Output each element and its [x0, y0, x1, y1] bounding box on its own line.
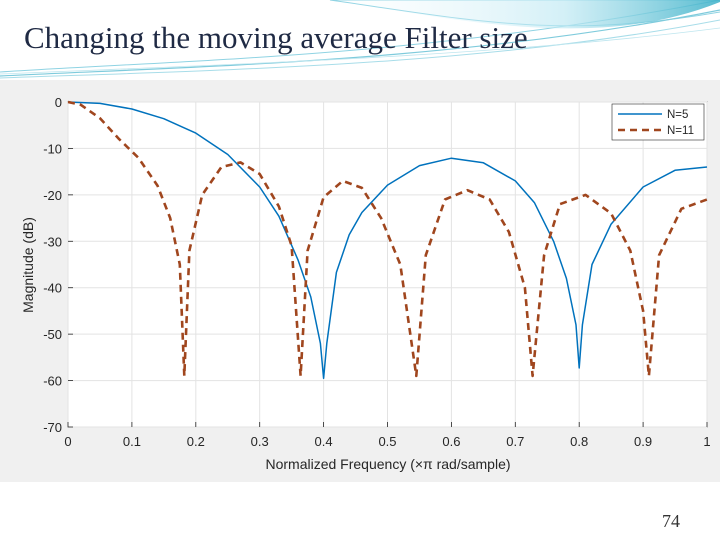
page-number: 74: [662, 511, 680, 531]
x-axis-ticks: 0 0.1 0.2 0.3 0.4 0.5 0.6 0.7 0.8 0.9 1: [64, 422, 711, 449]
series-line-n5: [67, 101, 708, 380]
slide-title: Changing the moving average Filter size: [24, 20, 528, 55]
y-tick-label: -40: [43, 281, 62, 296]
legend-box: [611, 103, 705, 141]
x-tick-label: 0.4: [315, 434, 333, 449]
header-wave-decoration: [0, 0, 720, 79]
y-tick-label: -30: [43, 234, 62, 249]
x-tick-label: 0.8: [570, 434, 588, 449]
y-axis-ticks: 0 -10 -20 -30 -40 -50 -60 -70: [43, 95, 73, 435]
x-tick-label: 0.6: [442, 434, 460, 449]
series-lines: [67, 100, 708, 380]
magnitude-response-chart: 0 0.1 0.2 0.3 0.4 0.5 0.6 0.7 0.8 0.9 1 0 -10 -20 -30…: [20, 95, 711, 472]
legend-n5-label: N=5: [667, 109, 688, 121]
y-tick-label: 0: [55, 95, 62, 110]
x-tick-label: 0.3: [251, 434, 269, 449]
y-tick-label: -20: [43, 188, 62, 203]
legend-n11-label: N=11: [667, 125, 694, 137]
x-tick-label: 0.1: [123, 434, 141, 449]
x-tick-label: 0: [64, 434, 71, 449]
y-tick-label: -10: [43, 141, 62, 156]
x-tick-label: 0.5: [378, 434, 396, 449]
y-tick-label: -70: [43, 420, 62, 435]
y-tick-label: -50: [43, 327, 62, 342]
legend: N=5 N=11: [611, 103, 705, 141]
x-tick-label: 0.7: [506, 434, 524, 449]
x-tick-label: 0.2: [187, 434, 205, 449]
series-line-n11: [67, 100, 708, 378]
y-axis-label: Magnitude (dB): [20, 217, 36, 313]
x-tick-label: 1: [703, 434, 710, 449]
x-axis-label: Normalized Frequency (×π rad/sample): [265, 456, 510, 472]
y-tick-label: -60: [43, 374, 62, 389]
x-tick-label: 0.9: [634, 434, 652, 449]
